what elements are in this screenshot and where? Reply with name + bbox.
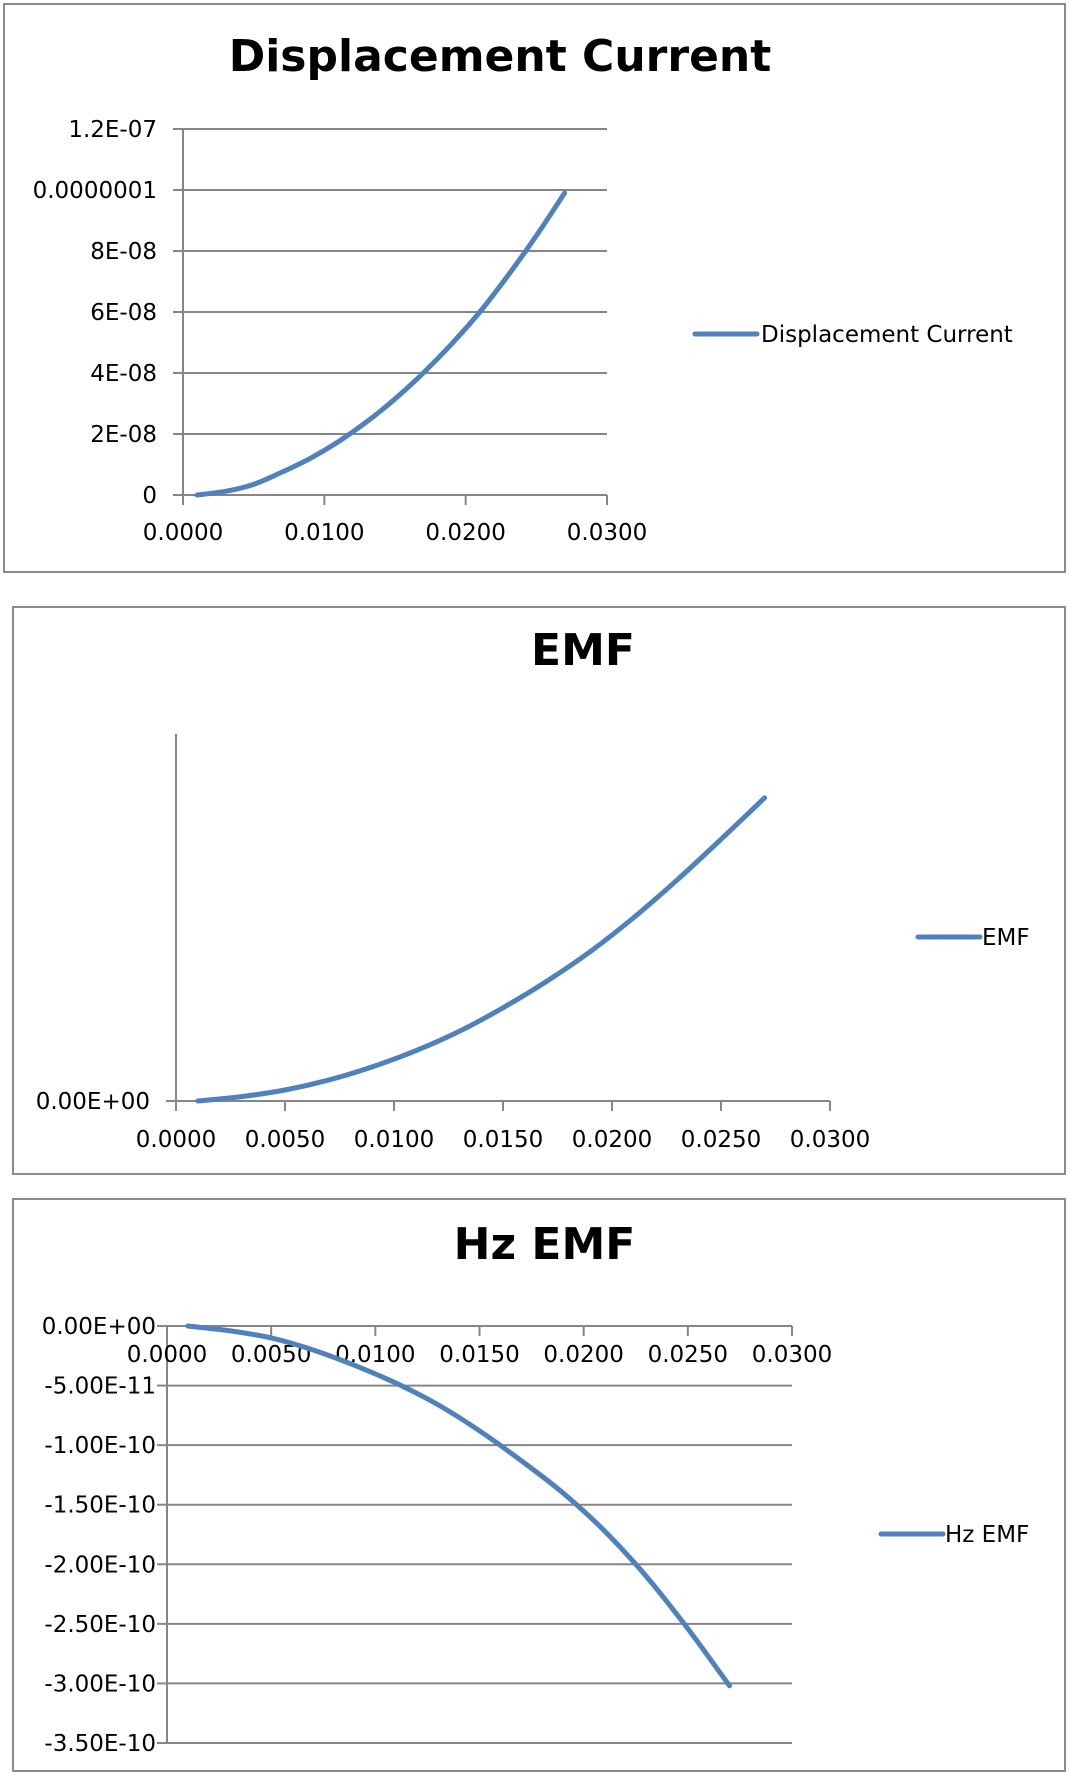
x-tick-label: 0.0150 [463, 1127, 543, 1153]
chart-panel-emf: EMF 0.00E+00 0.0000 0.0050 0.0100 0.0150 0.020… [12, 606, 1066, 1175]
x-tick-label: 0.0300 [790, 1127, 870, 1153]
x-tick-label: 0.0200 [572, 1127, 652, 1153]
chart-emf: EMF 0.00E+00 0.0000 0.0050 0.0100 0.0150 0.020… [14, 608, 1068, 1177]
chart-title: EMF [531, 625, 635, 676]
x-tick-label: 0.0000 [143, 520, 223, 546]
y-tick-label: -5.00E-11 [44, 1374, 156, 1400]
x-tick-label: 0.0250 [648, 1342, 728, 1368]
y-tick-label: 2E-08 [90, 422, 157, 448]
legend-label: Displacement Current [761, 322, 1013, 348]
series-line [188, 1326, 730, 1686]
y-tick-label: -3.50E-10 [44, 1731, 156, 1757]
x-tick-label: 0.0000 [127, 1342, 207, 1368]
y-tick-label: 0 [142, 483, 157, 509]
x-tick-label: 0.0150 [439, 1342, 519, 1368]
y-tick-label: -3.00E-10 [44, 1671, 156, 1697]
x-tick-label: 0.0100 [284, 520, 364, 546]
chart-panel-displacement-current: Displacement Current 0 2E-08 4E-08 6E-08 8E-0… [3, 3, 1066, 573]
x-tick-label: 0.0050 [245, 1127, 325, 1153]
chart-panel-hz-emf: Hz EMF 0.00E+00 -5.00E-11 -1.00E-10 -1.50E-1… [12, 1198, 1066, 1772]
y-tick-label: -2.00E-10 [44, 1552, 156, 1578]
x-tick-label: 0.0300 [752, 1342, 832, 1368]
y-tick-label: -1.00E-10 [44, 1433, 156, 1459]
y-tick-label: 0.00E+00 [42, 1314, 156, 1340]
chart-displacement-current: Displacement Current 0 2E-08 4E-08 6E-08 8E-0… [5, 5, 1068, 575]
x-tick-label: 0.0200 [425, 520, 505, 546]
chart-hz-emf: Hz EMF 0.00E+00 -5.00E-11 -1.00E-10 -1.50E-1… [14, 1200, 1068, 1774]
y-tick-label: -2.50E-10 [44, 1612, 156, 1638]
chart-title: Displacement Current [229, 31, 772, 82]
x-tick-label: 0.0300 [567, 520, 647, 546]
y-tick-label: 0.00E+00 [36, 1089, 150, 1115]
x-tick-label: 0.0000 [136, 1127, 216, 1153]
x-tick-label: 0.0250 [681, 1127, 761, 1153]
y-tick-label: 6E-08 [90, 300, 157, 326]
x-tick-label: 0.0100 [354, 1127, 434, 1153]
chart-title: Hz EMF [454, 1219, 636, 1270]
y-tick-label: 0.0000001 [33, 178, 157, 204]
legend-label: Hz EMF [945, 1522, 1029, 1548]
y-tick-label: 8E-08 [90, 239, 157, 265]
y-tick-label: -1.50E-10 [44, 1493, 156, 1519]
series-line [197, 193, 564, 495]
y-tick-label: 4E-08 [90, 361, 157, 387]
legend-label: EMF [982, 925, 1030, 951]
x-tick-label: 0.0200 [543, 1342, 623, 1368]
series-line [198, 798, 765, 1101]
y-tick-label: 1.2E-07 [68, 117, 157, 143]
